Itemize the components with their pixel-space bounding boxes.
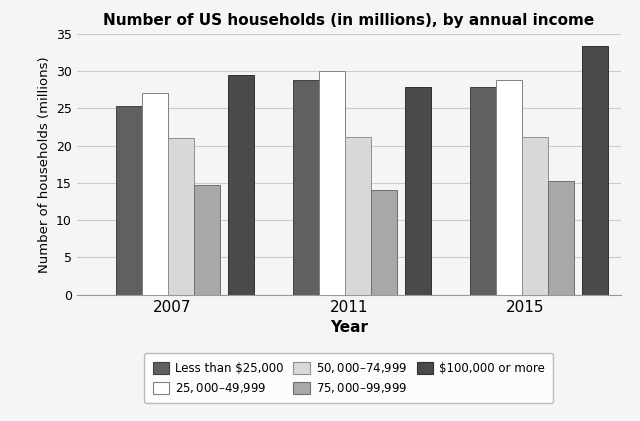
Bar bbox=[142, 93, 168, 295]
Bar bbox=[405, 88, 431, 295]
Bar bbox=[116, 106, 142, 295]
Bar bbox=[194, 185, 220, 295]
Title: Number of US households (in millions), by annual income: Number of US households (in millions), b… bbox=[103, 13, 595, 28]
Y-axis label: Number of households (millions): Number of households (millions) bbox=[38, 56, 51, 272]
Bar bbox=[292, 80, 319, 295]
Bar bbox=[345, 136, 371, 295]
Bar bbox=[371, 190, 397, 295]
X-axis label: Year: Year bbox=[330, 320, 368, 335]
Bar bbox=[495, 80, 522, 295]
Bar bbox=[319, 71, 345, 295]
Bar bbox=[582, 45, 608, 295]
Legend: Less than $25,000, $25,000–$49,999, $50,000–$74,999, $75,000–$99,999, $100,000 o: Less than $25,000, $25,000–$49,999, $50,… bbox=[145, 353, 553, 403]
Bar bbox=[470, 87, 495, 295]
Bar bbox=[168, 138, 194, 295]
Bar bbox=[548, 181, 574, 295]
Bar bbox=[522, 137, 548, 295]
Bar bbox=[228, 75, 254, 295]
